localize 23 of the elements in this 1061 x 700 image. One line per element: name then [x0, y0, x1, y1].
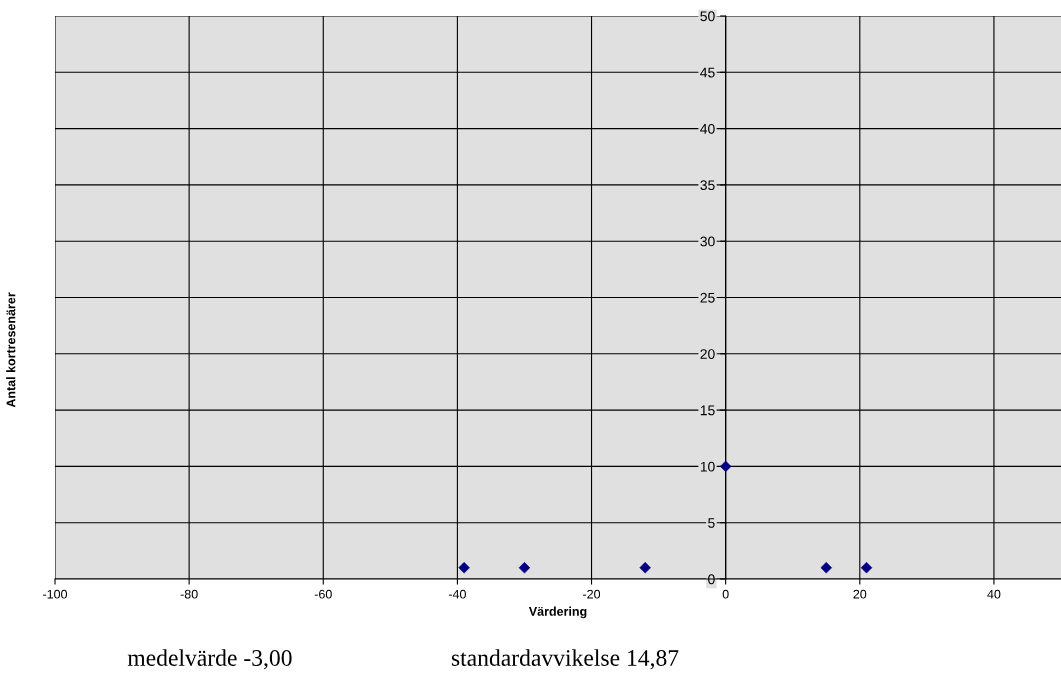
y-tick-label: 15: [700, 405, 715, 416]
text: medelvärde -3,00: [127, 649, 292, 670]
y-tick-label: 50: [700, 11, 715, 22]
x-tick-label: 0: [722, 589, 729, 599]
y-tick-label: 5: [708, 518, 715, 528]
x-tick-label: -100: [43, 589, 68, 599]
x-tick-label: -80: [180, 589, 198, 599]
x-tick-label: 20: [853, 589, 867, 599]
y-tick-label: 40: [700, 123, 715, 134]
y-tick-label: 25: [700, 292, 715, 303]
y-tick-label: 45: [700, 67, 715, 78]
y-tick-label: 0: [708, 574, 715, 585]
y-axis-title: Antal kortresenärer: [6, 292, 16, 408]
x-axis-title: Värdering: [528, 606, 587, 619]
x-tick-label: -20: [583, 589, 601, 599]
x-tick-label: 40: [987, 589, 1001, 599]
y-tick-label: 20: [700, 349, 715, 359]
y-tick-label: 10: [700, 461, 715, 472]
text: standardavvikelse 14,87: [451, 649, 679, 670]
y-tick-label: 35: [700, 180, 715, 191]
y-tick-label: 30: [700, 236, 715, 247]
x-tick-label: -40: [448, 589, 466, 599]
x-tick-label: -60: [314, 589, 332, 599]
